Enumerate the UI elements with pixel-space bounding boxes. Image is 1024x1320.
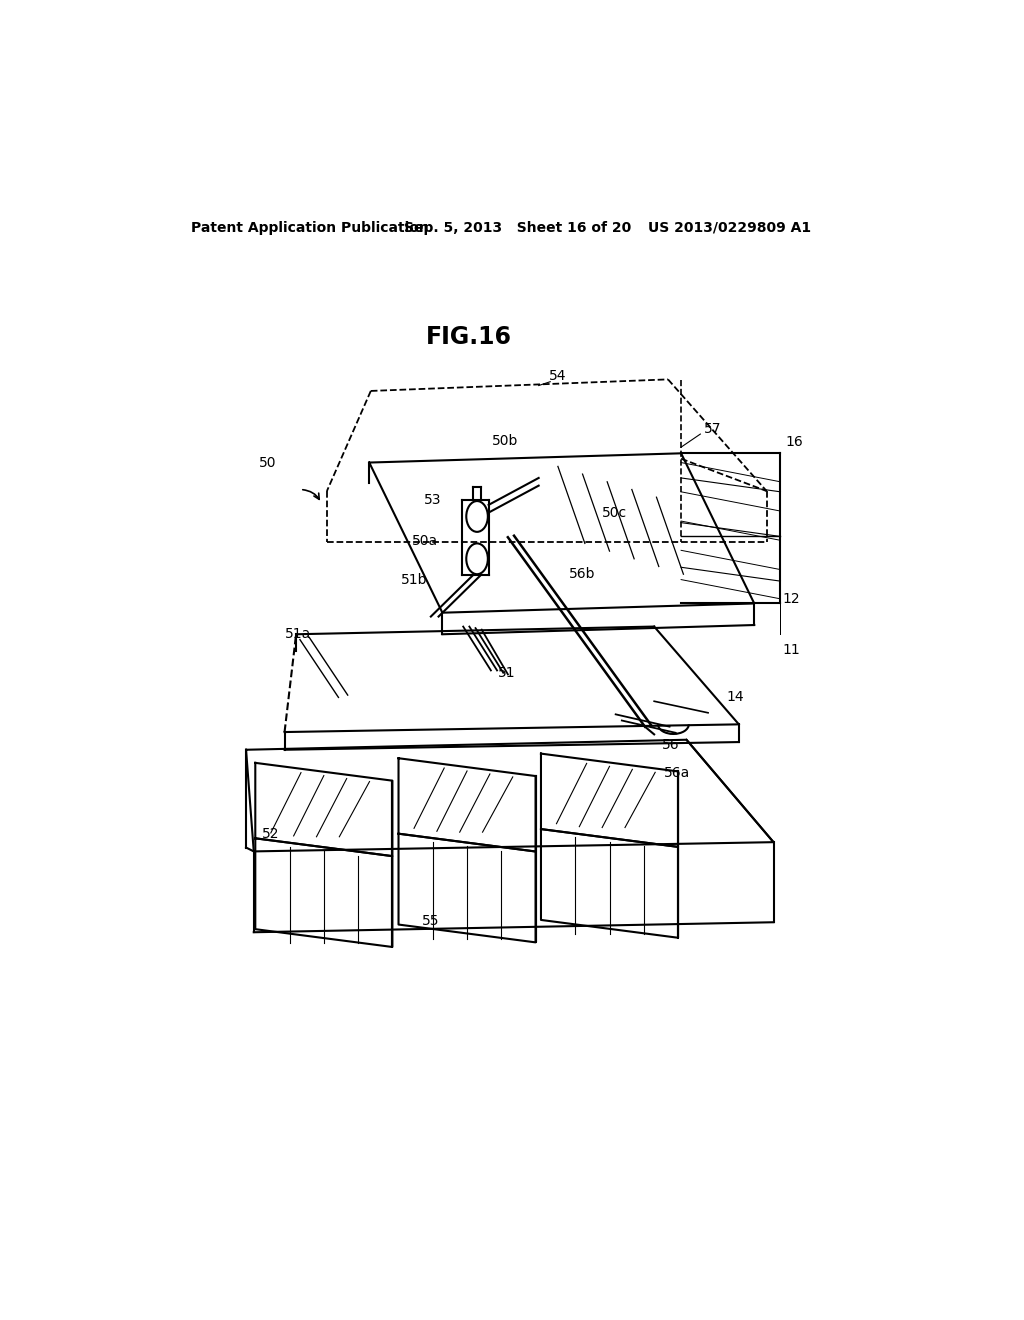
Text: 56a: 56a: [665, 766, 690, 780]
Text: 51b: 51b: [400, 573, 427, 587]
Text: 51a: 51a: [286, 627, 311, 642]
Text: 16: 16: [785, 434, 803, 449]
Text: 50c: 50c: [601, 506, 627, 520]
Text: 50: 50: [259, 455, 276, 470]
Text: 57: 57: [703, 422, 722, 437]
Text: FIG.16: FIG.16: [426, 325, 512, 348]
Text: 53: 53: [424, 494, 442, 507]
Text: 14: 14: [726, 690, 743, 705]
Text: Patent Application Publication: Patent Application Publication: [190, 220, 428, 235]
Text: 51: 51: [498, 665, 515, 680]
Text: 52: 52: [262, 828, 280, 841]
Text: US 2013/0229809 A1: US 2013/0229809 A1: [648, 220, 811, 235]
Text: 54: 54: [549, 370, 566, 383]
Text: 56: 56: [663, 738, 680, 752]
Text: 50a: 50a: [412, 535, 438, 548]
Text: 55: 55: [422, 913, 439, 928]
Text: 11: 11: [782, 643, 800, 656]
Text: 50b: 50b: [493, 434, 519, 447]
Text: Sep. 5, 2013   Sheet 16 of 20: Sep. 5, 2013 Sheet 16 of 20: [403, 220, 631, 235]
Text: 56b: 56b: [569, 568, 596, 581]
Text: 12: 12: [782, 591, 800, 606]
